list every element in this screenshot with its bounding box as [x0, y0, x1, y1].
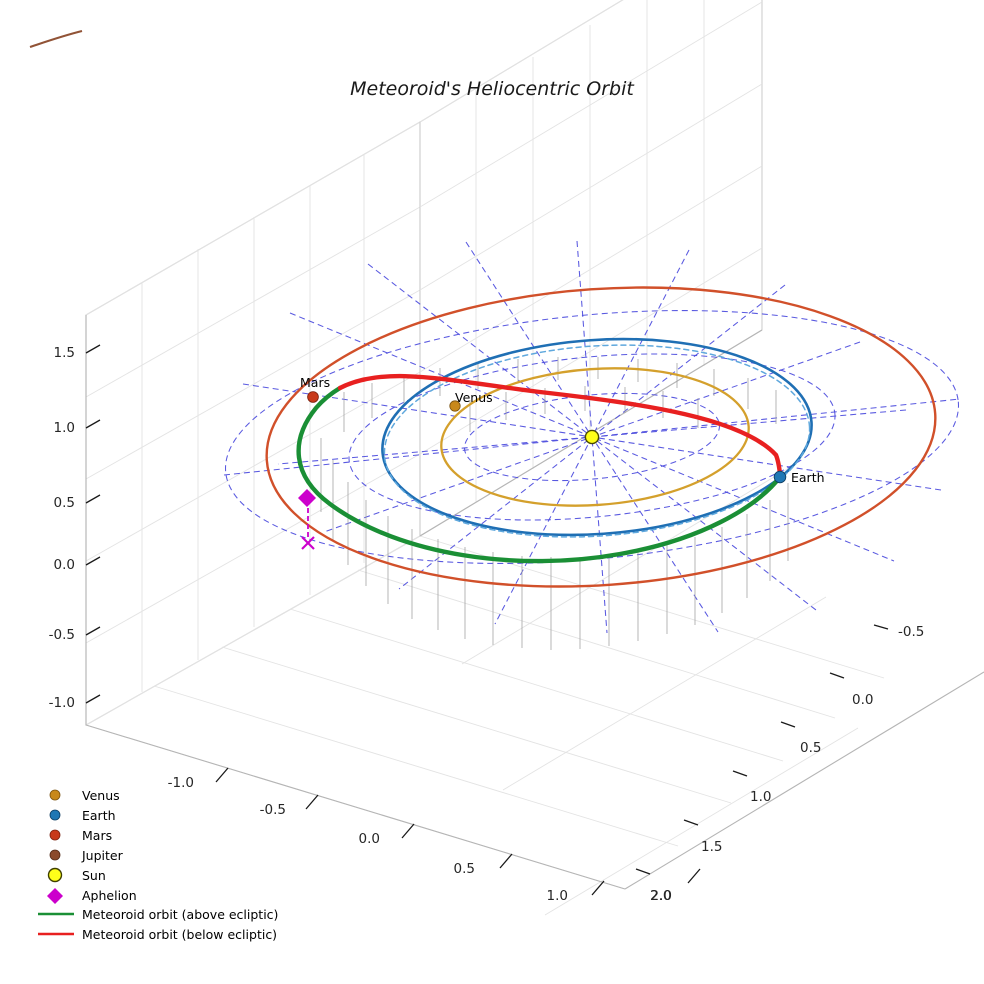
meteoroid-orbit-above-ecliptic [296, 385, 783, 564]
aphelion-marker [298, 489, 316, 507]
legend-label-venus: Venus [82, 788, 120, 803]
body-markers: Mars Venus Earth [300, 375, 825, 485]
ytick-label-3: 0.0 [54, 557, 75, 573]
ztick-label-5: 2.0 [650, 888, 671, 904]
legend-item-mars[interactable]: Mars [49, 828, 112, 843]
earth-orbit [381, 337, 813, 537]
aphelion-legend-icon [47, 888, 63, 904]
sun-marker [584, 429, 600, 445]
polar-ring-3 [224, 310, 960, 564]
legend-item-venus[interactable]: Venus [49, 788, 120, 803]
meteoroid-orbit-below-ecliptic [337, 373, 783, 480]
legend-label-jupiter: Jupiter [81, 848, 124, 863]
sun-legend-icon [47, 867, 63, 883]
axis-bottom-right: -0.5 0.0 0.5 1.0 1.5 2.0 [635, 624, 924, 904]
legend-item-sun[interactable]: Sun [47, 867, 106, 883]
polar-ring-2 [348, 353, 836, 521]
legend-label-below-ecliptic: Meteoroid orbit (below ecliptic) [82, 927, 277, 942]
mars-orbit [265, 286, 937, 588]
ztick-label-2: 0.5 [800, 740, 821, 756]
xtick-label-3: 0.5 [454, 861, 475, 877]
ytick-label-4: -0.5 [49, 627, 75, 643]
xtick-label-5: 2.0 [651, 888, 672, 904]
legend-label-aphelion: Aphelion [82, 888, 137, 903]
projection-stems [320, 357, 789, 650]
venus-orbit [440, 367, 750, 507]
mars-legend-icon [49, 829, 61, 841]
earth-orbit-projection [383, 344, 811, 538]
aphelion-ecliptic-cross [301, 536, 315, 550]
legend-label-sun: Sun [82, 868, 106, 883]
ztick-label-3: 1.0 [750, 789, 771, 805]
ztick-label-0: -0.5 [898, 624, 924, 640]
legend-item-above-ecliptic[interactable]: Meteoroid orbit (above ecliptic) [38, 907, 278, 922]
mars-label: Mars [300, 375, 330, 390]
meteoroid-orbit [296, 373, 783, 564]
jupiter-orbit-fragment [29, 29, 83, 48]
ytick-label-5: -1.0 [49, 695, 75, 711]
earth-label: Earth [791, 470, 825, 485]
xtick-label-0: -1.0 [168, 775, 194, 791]
legend-item-earth[interactable]: Earth [49, 808, 116, 823]
legend-item-below-ecliptic[interactable]: Meteoroid orbit (below ecliptic) [38, 927, 277, 942]
ztick-label-4: 1.5 [701, 839, 722, 855]
axis-left: 1.5 1.0 0.5 0.0 -0.5 -1.0 [49, 315, 101, 725]
planet-orbits [265, 286, 937, 588]
ytick-label-2: 0.5 [54, 495, 75, 511]
ytick-label-0: 1.5 [54, 345, 75, 361]
venus-legend-icon [49, 789, 61, 801]
xtick-label-2: 0.0 [359, 831, 380, 847]
legend-label-earth: Earth [82, 808, 116, 823]
earth-legend-icon [49, 809, 61, 821]
axis-bottom-left: -1.0 -0.5 0.0 0.5 1.0 2.0 [168, 767, 701, 904]
legend-item-aphelion[interactable]: Aphelion [47, 888, 137, 904]
legend-label-mars: Mars [82, 828, 112, 843]
earth-marker [773, 470, 787, 484]
page-title: Meteoroid's Heliocentric Orbit [350, 78, 635, 100]
legend-item-jupiter[interactable]: Jupiter [49, 848, 124, 863]
venus-label: Venus [455, 390, 493, 405]
venus-marker [449, 400, 461, 412]
ztick-label-1: 0.0 [852, 692, 873, 708]
xtick-label-1: -0.5 [260, 802, 286, 818]
axes-pane-floor [85, 329, 984, 916]
aphelion-annotation [298, 489, 316, 550]
mars-marker [307, 391, 319, 403]
legend: Venus Earth Mars Jupiter Sun [38, 788, 278, 942]
xtick-label-4: 1.0 [547, 888, 568, 904]
jupiter-legend-icon [49, 849, 61, 861]
legend-label-above-ecliptic: Meteoroid orbit (above ecliptic) [82, 907, 278, 922]
axes-pane-back-left [85, 121, 421, 726]
ytick-label-1: 1.0 [54, 420, 75, 436]
